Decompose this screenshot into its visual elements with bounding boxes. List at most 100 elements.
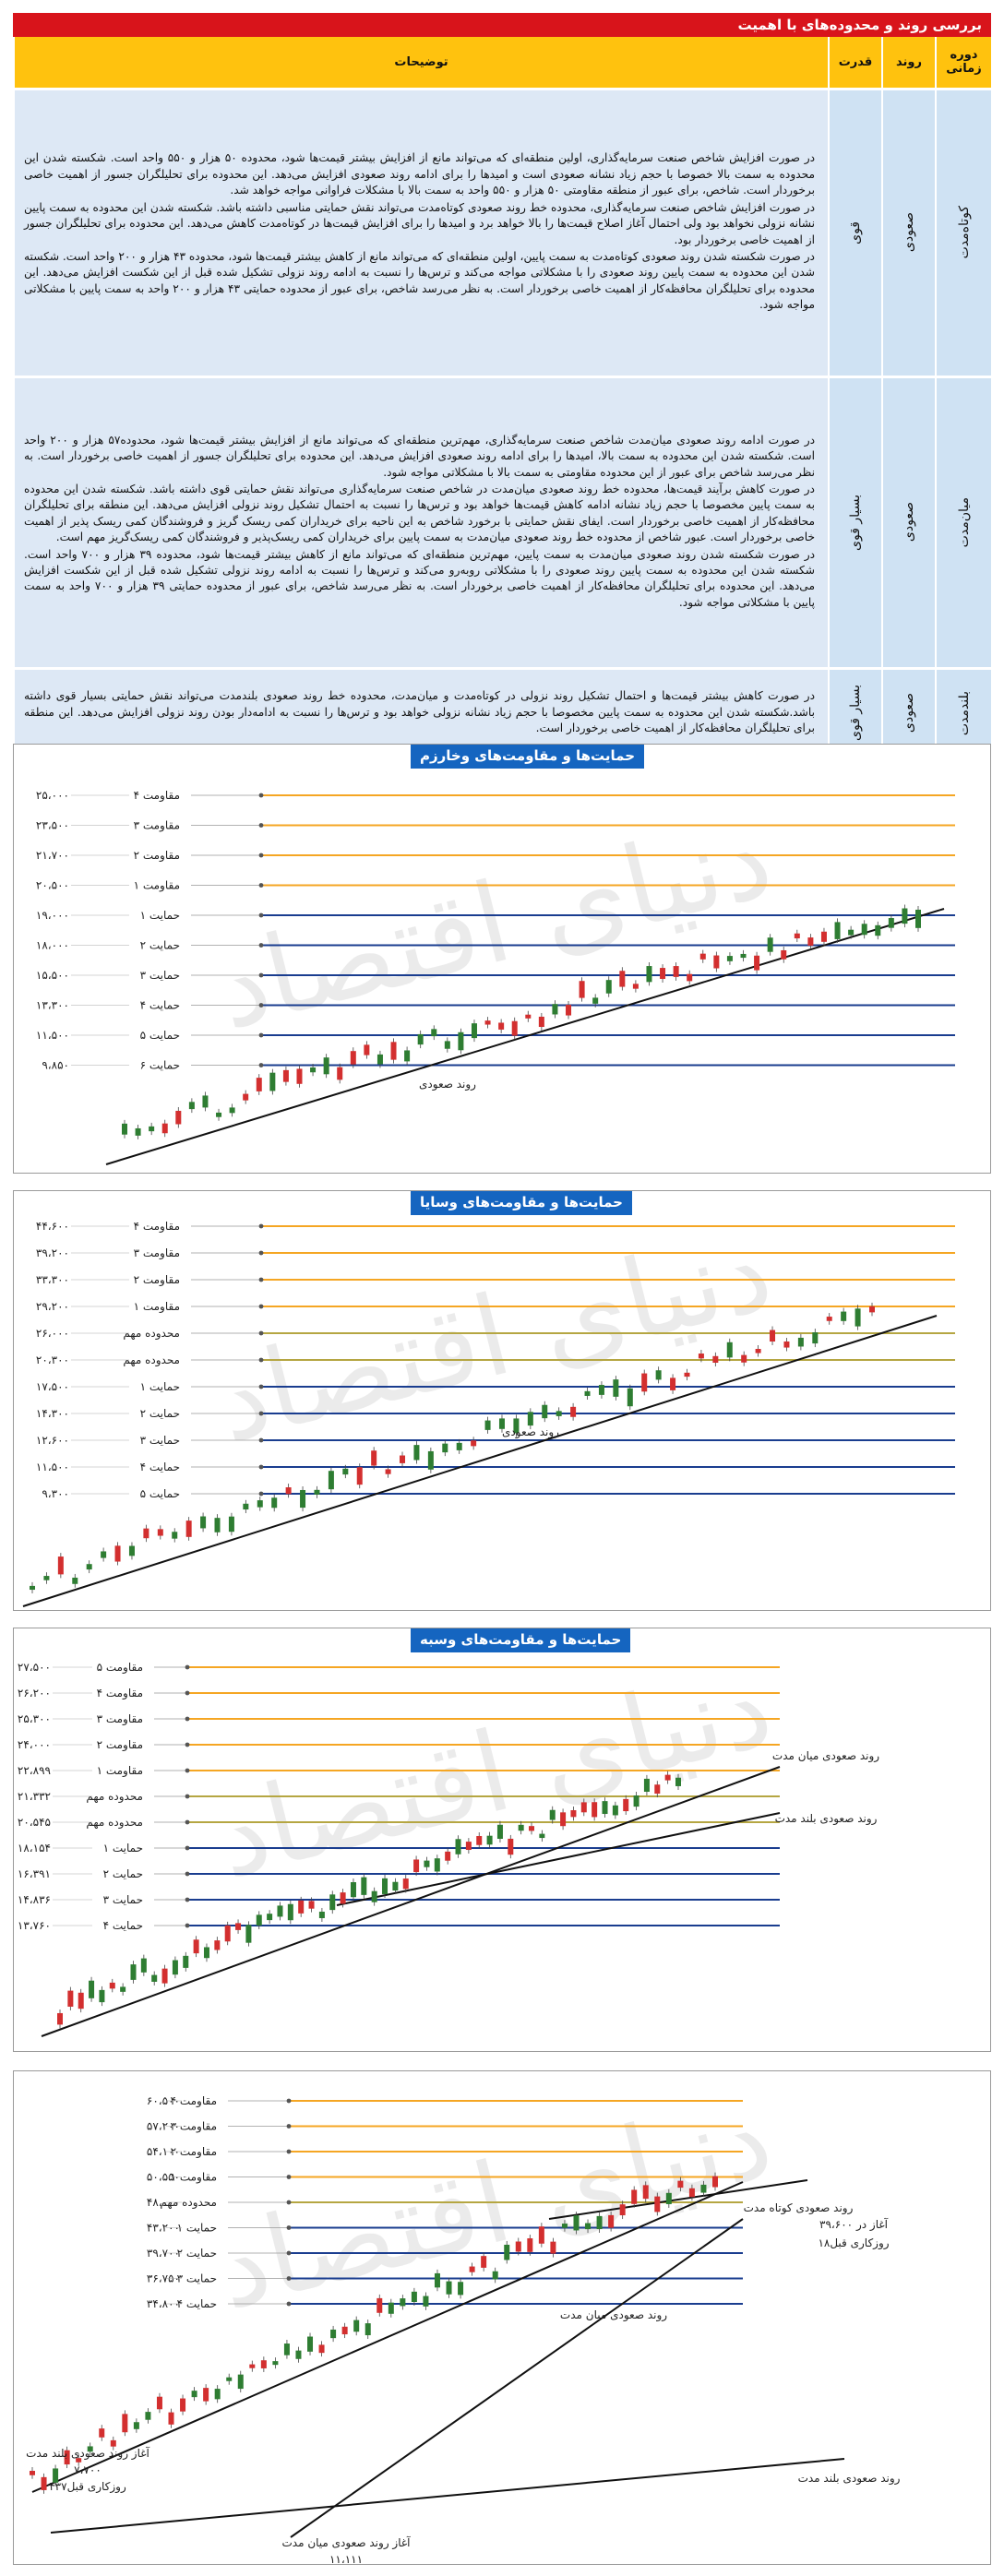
level-value: ۱۸،۱۵۴ [18, 1842, 51, 1854]
candle [612, 1805, 618, 1816]
candle [350, 1051, 356, 1065]
candle [307, 2336, 314, 2352]
candle [619, 2204, 626, 2216]
candle [424, 1860, 430, 1867]
candle [216, 1112, 222, 1117]
candle [314, 1489, 320, 1495]
candle [318, 2344, 325, 2354]
chart-annotation: روند صعودی [502, 1425, 559, 1439]
candle [296, 1068, 303, 1084]
chart-title: حمایت‌ها و مقاومت‌های وسایا [411, 1191, 632, 1215]
level-label: مقاومت ۱ [134, 1300, 180, 1314]
candle [492, 2271, 498, 2280]
candle [496, 1824, 503, 1839]
level-value: ۲۶،۰۰۰ [36, 1327, 69, 1340]
candle [57, 1556, 64, 1575]
candle [356, 1467, 363, 1485]
candle [67, 1990, 74, 2007]
candle [613, 1379, 619, 1397]
level-dot [185, 1716, 190, 1722]
candle [175, 1110, 182, 1125]
candle [549, 1809, 556, 1820]
chart-annotation: روند صعودی بلند مدت [775, 1812, 878, 1826]
level-dot [185, 1819, 190, 1825]
candle [161, 1123, 168, 1134]
level-label: مقاومت ۴ [171, 2094, 217, 2108]
level-value: ۵۰،۵۵۰ [147, 2171, 180, 2184]
candle [260, 2360, 267, 2368]
candle [72, 1577, 78, 1584]
candle [228, 1516, 234, 1532]
candle [573, 2215, 580, 2231]
candle [133, 2422, 139, 2429]
level-dot [258, 943, 264, 948]
level-value: ۱۱،۵۰۰ [36, 1029, 69, 1042]
candle [726, 956, 733, 961]
candle [664, 1774, 671, 1781]
watermark: دنیای اقتصاد [204, 1207, 783, 1468]
level-dot [286, 2225, 292, 2230]
candle [256, 1078, 262, 1091]
candle [376, 2297, 383, 2313]
candle [298, 1900, 305, 1914]
level-dot [258, 793, 264, 798]
candle [404, 1050, 411, 1062]
level-dot [258, 1223, 264, 1229]
candle [826, 1317, 832, 1321]
level-label: محدوده مهم [160, 2196, 217, 2210]
chart-kharazm: حمایت‌ها و مقاومت‌های وخارزم دنیای اقتصا… [13, 744, 991, 1174]
candle [385, 1469, 391, 1474]
candle [323, 1057, 329, 1075]
chart-vasaya: حمایت‌ها و مقاومت‌های وسایا دنیای اقتصاد… [13, 1190, 991, 1611]
level-value: ۱۵،۵۰۰ [36, 969, 69, 982]
level-value: ۱۹،۰۰۰ [36, 909, 69, 922]
candle [110, 2439, 116, 2447]
candle [445, 1851, 451, 1861]
candle [598, 1385, 604, 1395]
level-value: ۱۴،۸۳۶ [18, 1893, 51, 1906]
description-paragraph: در صورت شکسته شدن روند صعودی میان‌مدت به… [24, 547, 816, 609]
level-dot [185, 1897, 190, 1902]
candle [529, 1826, 535, 1831]
candle [157, 1529, 163, 1536]
level-dot [286, 2301, 292, 2307]
candle [584, 1390, 591, 1396]
candle [698, 1354, 704, 1359]
level-dot [185, 1664, 190, 1670]
candle [353, 2320, 360, 2332]
strength-text: قوی [848, 221, 863, 244]
level-value: ۴۳،۲۰۰ [147, 2222, 180, 2235]
candle [632, 984, 639, 989]
candle [713, 955, 720, 969]
watermark: دنیای اقتصاد [204, 793, 783, 1055]
candle [191, 2391, 197, 2398]
candle [699, 953, 706, 960]
table-header-row: دوره زمانی روند قدرت توضیحات [13, 37, 991, 89]
candle [481, 2256, 487, 2268]
candle [633, 1795, 639, 1807]
candle [340, 1892, 346, 1904]
candle [135, 1127, 141, 1136]
candle [114, 1545, 121, 1562]
candle [444, 1041, 450, 1049]
level-label: حمایت ۴ [177, 2297, 217, 2310]
table-row: میان‌مدت صعودی بسیار قوی در صورت ادامه ر… [13, 375, 991, 668]
candle [172, 1960, 178, 1975]
candle [402, 1878, 409, 1890]
level-label: محدوده مهم [123, 1354, 180, 1367]
level-value: ۳۹،۲۰۰ [36, 1246, 69, 1259]
candle [400, 1455, 406, 1463]
candle [99, 2428, 105, 2438]
candle [484, 1420, 491, 1430]
level-label: مقاومت ۵ [97, 1661, 143, 1675]
level-dot [286, 2124, 292, 2129]
level-value: ۲۳،۵۰۰ [36, 819, 69, 832]
level-label: مقاومت ۱ [97, 1764, 143, 1778]
candle [740, 953, 747, 959]
candle [168, 2412, 174, 2425]
level-value: ۳۶،۷۵۰ [147, 2272, 180, 2285]
level-dot [258, 853, 264, 858]
candle [371, 1890, 377, 1902]
candle [337, 1067, 343, 1080]
level-label: مقاومت ۴ [134, 789, 180, 803]
